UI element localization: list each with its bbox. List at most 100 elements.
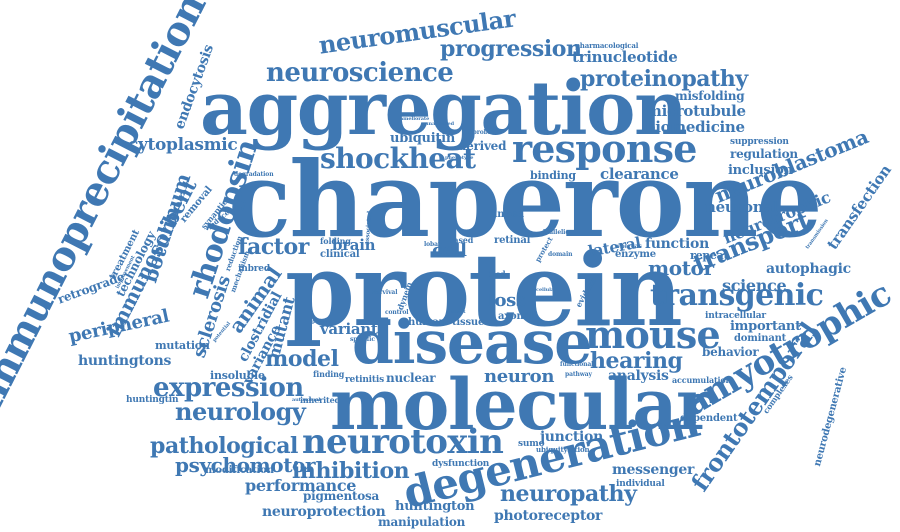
word-dependent: dependent: [680, 413, 738, 424]
word-suppression: suppression: [730, 137, 789, 147]
word-cellular: cellular: [536, 287, 557, 293]
word-human: human: [408, 317, 446, 328]
word-neuropathy: neuropathy: [500, 481, 637, 507]
word-retinal: retinal: [494, 235, 531, 246]
word-disease: disease: [352, 308, 592, 378]
word-accumulation: accumulation: [672, 375, 732, 385]
word-proteinopathy: proteinopathy: [580, 66, 748, 92]
word-bicd: bicd: [487, 269, 506, 279]
word-model: model: [265, 346, 339, 372]
word-ubiquitylation: ubiquitylation: [536, 445, 590, 454]
word-analysis: analysis: [608, 368, 669, 384]
word-unaffected: unaffected: [425, 121, 455, 127]
word-dysfunction: dysfunction: [432, 459, 490, 469]
word-whereas: whereas: [615, 243, 642, 250]
word-domain: domain: [548, 251, 573, 258]
word-binding: binding: [530, 169, 576, 182]
word-control: control: [385, 309, 409, 316]
word-huntington: huntington: [395, 499, 475, 514]
word-clinical: clinical: [320, 249, 360, 260]
word-misfolding: misfolding: [675, 89, 745, 103]
word-effect: effect: [450, 309, 466, 315]
word-biallelic: biallelic: [543, 229, 569, 236]
word-trinucleotide: trinucleotide: [572, 48, 678, 66]
word-microtubule: microtubule: [646, 102, 746, 120]
word-important: important: [730, 319, 801, 334]
word-insoluble: insoluble: [210, 369, 265, 382]
word-chaperone: chaperone: [228, 138, 823, 261]
word-huntingtons: huntingtons: [78, 353, 172, 369]
word-huntingtin: huntingtin: [126, 395, 179, 405]
word-shockheat: shockheat: [320, 142, 476, 175]
word-molecular: molecular: [330, 363, 713, 446]
word-pathological: pathological: [150, 433, 298, 459]
word-variant: variant: [320, 320, 378, 338]
word-performance: performance: [245, 476, 357, 495]
word-expression: expression: [153, 373, 304, 403]
word-survival: survival: [372, 289, 398, 296]
word-photoreceptor: photoreceptor: [494, 508, 603, 524]
word-mutation: mutation: [155, 339, 210, 352]
word-neuronal: neuronal: [705, 198, 779, 216]
word-cell: cell: [432, 240, 467, 261]
word-functional: functional: [560, 361, 594, 368]
word-linked: linked: [490, 209, 524, 220]
word-inclusion: inclusion: [728, 163, 793, 178]
word-ubiquitin: ubiquitin: [390, 131, 456, 146]
word-science: science: [722, 276, 787, 295]
word-ameliorate: ameliorate: [400, 116, 430, 122]
word-pharmacological: pharmacological: [575, 41, 639, 50]
word-transfection: transfection: [823, 161, 895, 253]
word-pathway: pathway: [565, 371, 592, 378]
word-progression: progression: [440, 36, 582, 62]
word-sumo: sumo: [518, 439, 545, 449]
word-finding: finding: [313, 369, 345, 379]
word-lobar: lobar: [424, 241, 441, 248]
word-motor: motor: [648, 256, 714, 280]
word-neurology: neurology: [175, 397, 306, 426]
word-enzyme: enzyme: [615, 249, 656, 260]
word-junction: junction: [540, 429, 604, 445]
word-pigmentosa: pigmentosa: [303, 489, 380, 503]
word-function: function: [645, 236, 709, 252]
word-inbred: inbred: [238, 264, 270, 274]
word-neuroprotection: neuroprotection: [262, 504, 386, 520]
word-nuclear: nuclear: [386, 371, 436, 385]
word-present: present: [312, 319, 333, 325]
word-intracellular: intracellular: [705, 311, 766, 321]
word-response: response: [512, 126, 697, 171]
word-based: based: [448, 235, 474, 245]
word-autosomal: autosomal: [292, 397, 321, 403]
word-phenotype: phenotype: [445, 155, 474, 161]
word-inhibition: inhibition: [292, 458, 410, 484]
word-factor: factor: [238, 234, 309, 260]
word-derived: derived: [458, 139, 507, 153]
word-degradation: degradation: [234, 171, 274, 178]
word-hearing: hearing: [590, 348, 683, 374]
word-aggregation: aggregation: [200, 66, 688, 152]
word-regulation: regulation: [730, 147, 798, 161]
word-botulinum: botulinum: [137, 170, 196, 286]
word-dominant: dominant: [734, 333, 787, 344]
word-autophagic: autophagic: [766, 261, 851, 277]
word-individual: individual: [616, 479, 665, 489]
word-loss: loss: [488, 290, 526, 311]
word-brain: brain: [332, 236, 376, 254]
word-manipulation: manipulation: [378, 515, 466, 529]
word-axonal: axonal: [498, 311, 534, 322]
word-messenger: messenger: [612, 462, 695, 478]
word-psychomotor: psychomotor: [175, 453, 316, 477]
word-neurodegenerative: neurodegenerative: [812, 366, 850, 468]
word-mouse: mouse: [585, 312, 721, 357]
word-transgenic: transgenic: [650, 278, 824, 313]
word-tissue: tissue: [452, 317, 485, 328]
word-specific: specific: [350, 336, 375, 343]
word-repeat: repeat: [690, 249, 729, 262]
word-neuron: neuron: [484, 366, 555, 387]
word-biomedicine: biomedicine: [645, 118, 745, 136]
word-fibroblast: fibroblast: [468, 129, 500, 136]
word-cytoplasmic: cytoplasmic: [128, 135, 238, 155]
word-retinitis: retinitis: [345, 375, 385, 385]
word-neurotoxin: neurotoxin: [302, 422, 504, 462]
